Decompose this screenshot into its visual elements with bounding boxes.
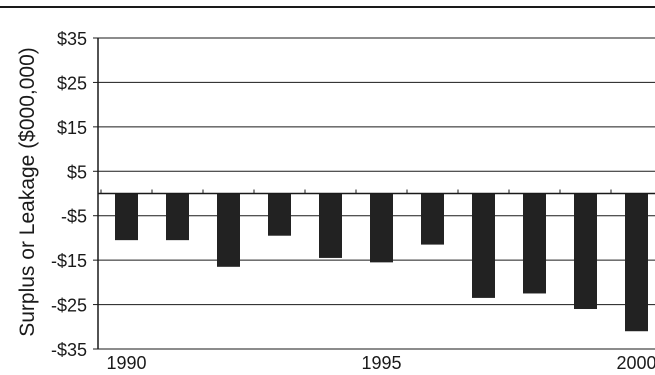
y-tick-label: -$35 <box>51 340 87 360</box>
bar-1995 <box>370 193 393 263</box>
bar-1990 <box>115 193 138 241</box>
x-tick-label: 1990 <box>106 353 146 373</box>
bar-1991 <box>166 193 189 241</box>
y-tick-label: $35 <box>57 29 87 49</box>
y-axis-title: Surplus or Leakage ($000,000) <box>16 47 39 337</box>
bars <box>115 193 648 332</box>
y-tick-label: -$5 <box>61 207 87 227</box>
bar-1997 <box>472 193 495 298</box>
x-tick-label: 2000 <box>616 353 655 373</box>
y-tick-label: $15 <box>57 118 87 138</box>
x-tick-labels: 1990 1995 2000 <box>106 353 655 373</box>
bar-1993 <box>268 193 291 236</box>
axes <box>93 37 655 350</box>
bar-2000 <box>625 193 648 332</box>
y-tick-labels: $35 $25 $15 $5 -$5 -$15 -$25 -$35 <box>51 29 87 360</box>
bar-1999 <box>574 193 597 310</box>
y-tick-label: -$15 <box>51 251 87 271</box>
bar-1998 <box>523 193 546 294</box>
y-tick-label: -$25 <box>51 296 87 316</box>
bar-1992 <box>217 193 240 267</box>
x-tick-label: 1995 <box>361 353 401 373</box>
y-tick-label: $5 <box>67 162 87 182</box>
bar-1994 <box>319 193 342 258</box>
bar-1996 <box>421 193 444 245</box>
y-tick-label: $25 <box>57 73 87 93</box>
